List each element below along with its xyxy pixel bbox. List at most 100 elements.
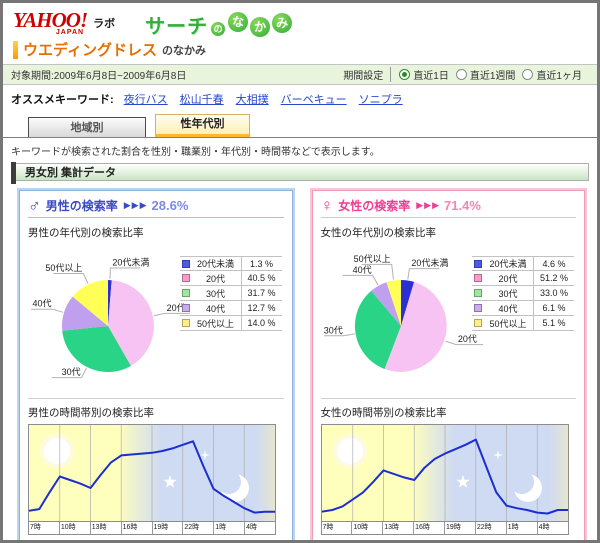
- male-rate-value: 28.6%: [151, 198, 189, 213]
- keyword-link-barbecue[interactable]: バーベキュー: [280, 94, 347, 106]
- hour-label: 16時: [120, 522, 152, 534]
- triple-arrow-icon: ▶▶▶: [123, 200, 148, 210]
- legend-label: 20代: [205, 273, 225, 284]
- female-panel-header: ♀ 女性の検索率 ▶▶▶ 71.4%: [320, 196, 576, 218]
- hour-label: 7時: [30, 524, 41, 531]
- male-pie-area: 20代未満 20代 30代 40代 50代以上 20代未満 1.3 % 20代 40.5…: [28, 240, 284, 396]
- keyword-accent-bar: [13, 40, 18, 59]
- male-age-legend: 20代未満 1.3 % 20代 40.5 % 30代 31.7 % 40代: [179, 256, 282, 331]
- hour-label: 13時: [89, 522, 121, 534]
- legend-row: 40代 12.7 %: [179, 301, 282, 316]
- legend-swatch: [181, 304, 190, 312]
- legend-value: 4.6 %: [542, 258, 566, 269]
- female-hour-axis: 7時 10時 13時 16時 19時 22時 1時 4時: [321, 521, 568, 534]
- lab-label: ラボ: [93, 18, 116, 30]
- svg-text:40代: 40代: [32, 299, 51, 309]
- radio-icon[interactable]: [455, 69, 467, 80]
- service-bubble-mi: み: [272, 12, 293, 33]
- hour-label: 4時: [244, 522, 275, 534]
- keyword-link-oozumou[interactable]: 大相撲: [235, 94, 269, 106]
- male-time-title: 男性の時間帯別の検索比率: [28, 407, 154, 419]
- svg-text:20代未満: 20代未満: [112, 257, 149, 268]
- period-range-label: 対象期間:2009年6月8日~2009年6月8日: [11, 71, 187, 82]
- tab-region[interactable]: 地域別: [28, 117, 146, 137]
- yahoo-japan-logo[interactable]: YAHOO! JAPAN: [13, 10, 88, 37]
- legend-swatch: [474, 259, 482, 268]
- period-setting-label: 期間設定: [343, 71, 384, 82]
- female-time-chart-block: 7時 10時 13時 16時 19時 22時 1時 4時: [320, 424, 569, 535]
- legend-row: 40代 6.1 %: [472, 301, 574, 316]
- radio-label[interactable]: 直近1週間: [469, 71, 516, 82]
- svg-text:20代: 20代: [167, 303, 186, 313]
- svg-text:30代: 30代: [323, 325, 342, 335]
- recommended-label: オススメキーワード:: [11, 94, 114, 106]
- legend-label: 50代以上: [489, 318, 527, 329]
- female-rate-value: 71.4%: [444, 198, 481, 213]
- service-bubble-ka: か: [250, 16, 271, 37]
- service-bubble-na: な: [228, 11, 249, 32]
- legend-value: 31.7 %: [247, 288, 276, 298]
- tab-bar: 地域別 性年代別: [3, 114, 597, 138]
- period-setting: 期間設定 直近1日 直近1週間 直近1ヶ月: [343, 67, 589, 82]
- radio-label[interactable]: 直近1日: [413, 71, 449, 82]
- legend-swatch: [181, 289, 190, 297]
- legend-value: 12.7 %: [247, 303, 276, 313]
- legend-value: 5.1 %: [542, 318, 566, 328]
- hour-label: 7時: [322, 524, 334, 531]
- radio-option-1week[interactable]: 直近1週間: [455, 67, 516, 82]
- female-pie-area: 20代未満 20代 30代 40代 50代以上 20代未満 4.6 % 20代 51.2…: [321, 240, 577, 396]
- legend-value: 33.0 %: [539, 288, 569, 298]
- tab-gender-age[interactable]: 性年代別: [155, 114, 250, 137]
- radio-icon[interactable]: [399, 69, 411, 80]
- svg-text:50代以上: 50代以上: [353, 254, 390, 264]
- keyword-link-sonipla[interactable]: ソニプラ: [358, 94, 403, 106]
- legend-label: 30代: [498, 288, 518, 299]
- male-age-pie-chart: 20代未満 20代 30代 40代 50代以上: [30, 240, 195, 399]
- radio-label[interactable]: 直近1ヶ月: [536, 71, 582, 82]
- keyword-link-yakobus[interactable]: 夜行バス: [123, 94, 168, 106]
- legend-value: 40.5 %: [247, 273, 276, 283]
- hour-label: 22時: [182, 522, 213, 534]
- legend-row: 20代 51.2 %: [472, 271, 574, 286]
- female-age-pie-chart: 20代未満 20代 30代 40代 50代以上: [323, 240, 486, 399]
- hour-label: 1時: [505, 522, 537, 534]
- female-panel-inner: ♀ 女性の検索率 ▶▶▶ 71.4% 女性の年代別の検索比率 20代未満 20代 3…: [311, 190, 585, 540]
- legend-swatch: [474, 319, 482, 327]
- legend-label: 20代未満: [489, 259, 527, 269]
- legend-label: 50代以上: [196, 318, 234, 329]
- radio-option-1month[interactable]: 直近1ヶ月: [522, 67, 582, 82]
- legend-label: 30代: [205, 288, 225, 299]
- radio-icon[interactable]: [522, 69, 534, 80]
- section-title: 男女別 集計データ: [25, 167, 117, 179]
- service-bubble-no: の: [211, 21, 226, 36]
- legend-swatch: [474, 289, 482, 297]
- female-time-title: 女性の時間帯別の検索比率: [320, 407, 447, 419]
- period-bar: 対象期間:2009年6月8日~2009年6月8日 期間設定 直近1日 直近1週間…: [3, 64, 597, 85]
- legend-row: 20代 40.5 %: [179, 271, 282, 286]
- male-panel-inner: ♂ 男性の検索率 ▶▶▶ 28.6% 男性の年代別の検索比率 20代未満 20代 3…: [19, 190, 293, 540]
- legend-value: 51.2 %: [539, 273, 569, 283]
- legend-swatch: [181, 259, 190, 268]
- hour-label: 1時: [213, 522, 244, 534]
- keyword-link-matsuyama[interactable]: 松山千春: [179, 94, 224, 106]
- tab-description: キーワードが検索された割合を性別・職業別・年代別・時間帯などで表示します。: [11, 147, 380, 158]
- male-time-line-chart: [28, 425, 275, 521]
- hour-label: 4時: [536, 522, 568, 534]
- recommended-keywords: オススメキーワード: 夜行バス 松山千春 大相撲 バーベキュー ソニプラ: [3, 85, 597, 111]
- legend-value: 6.1 %: [542, 303, 566, 313]
- keyword-title-bar: ウエディングドレス のなかみ: [3, 38, 597, 61]
- legend-value: 1.3 %: [249, 258, 273, 269]
- hour-label: 19時: [444, 522, 475, 534]
- radio-option-1day[interactable]: 直近1日: [399, 67, 449, 82]
- service-logo[interactable]: サーチ の な か み: [145, 10, 293, 39]
- section-notch: [11, 162, 16, 184]
- legend-row: 20代未満 1.3 %: [179, 256, 282, 271]
- male-pie-title: 男性の年代別の検索比率: [28, 227, 144, 239]
- yahoo-japan-text: JAPAN: [55, 29, 85, 36]
- female-icon: ♀: [320, 196, 334, 215]
- legend-label: 40代: [205, 303, 225, 314]
- legend-row: 20代未満 4.6 %: [472, 256, 574, 271]
- hour-label: 10時: [58, 522, 90, 534]
- svg-text:20代: 20代: [457, 334, 476, 344]
- service-title-main: サーチ: [145, 16, 209, 38]
